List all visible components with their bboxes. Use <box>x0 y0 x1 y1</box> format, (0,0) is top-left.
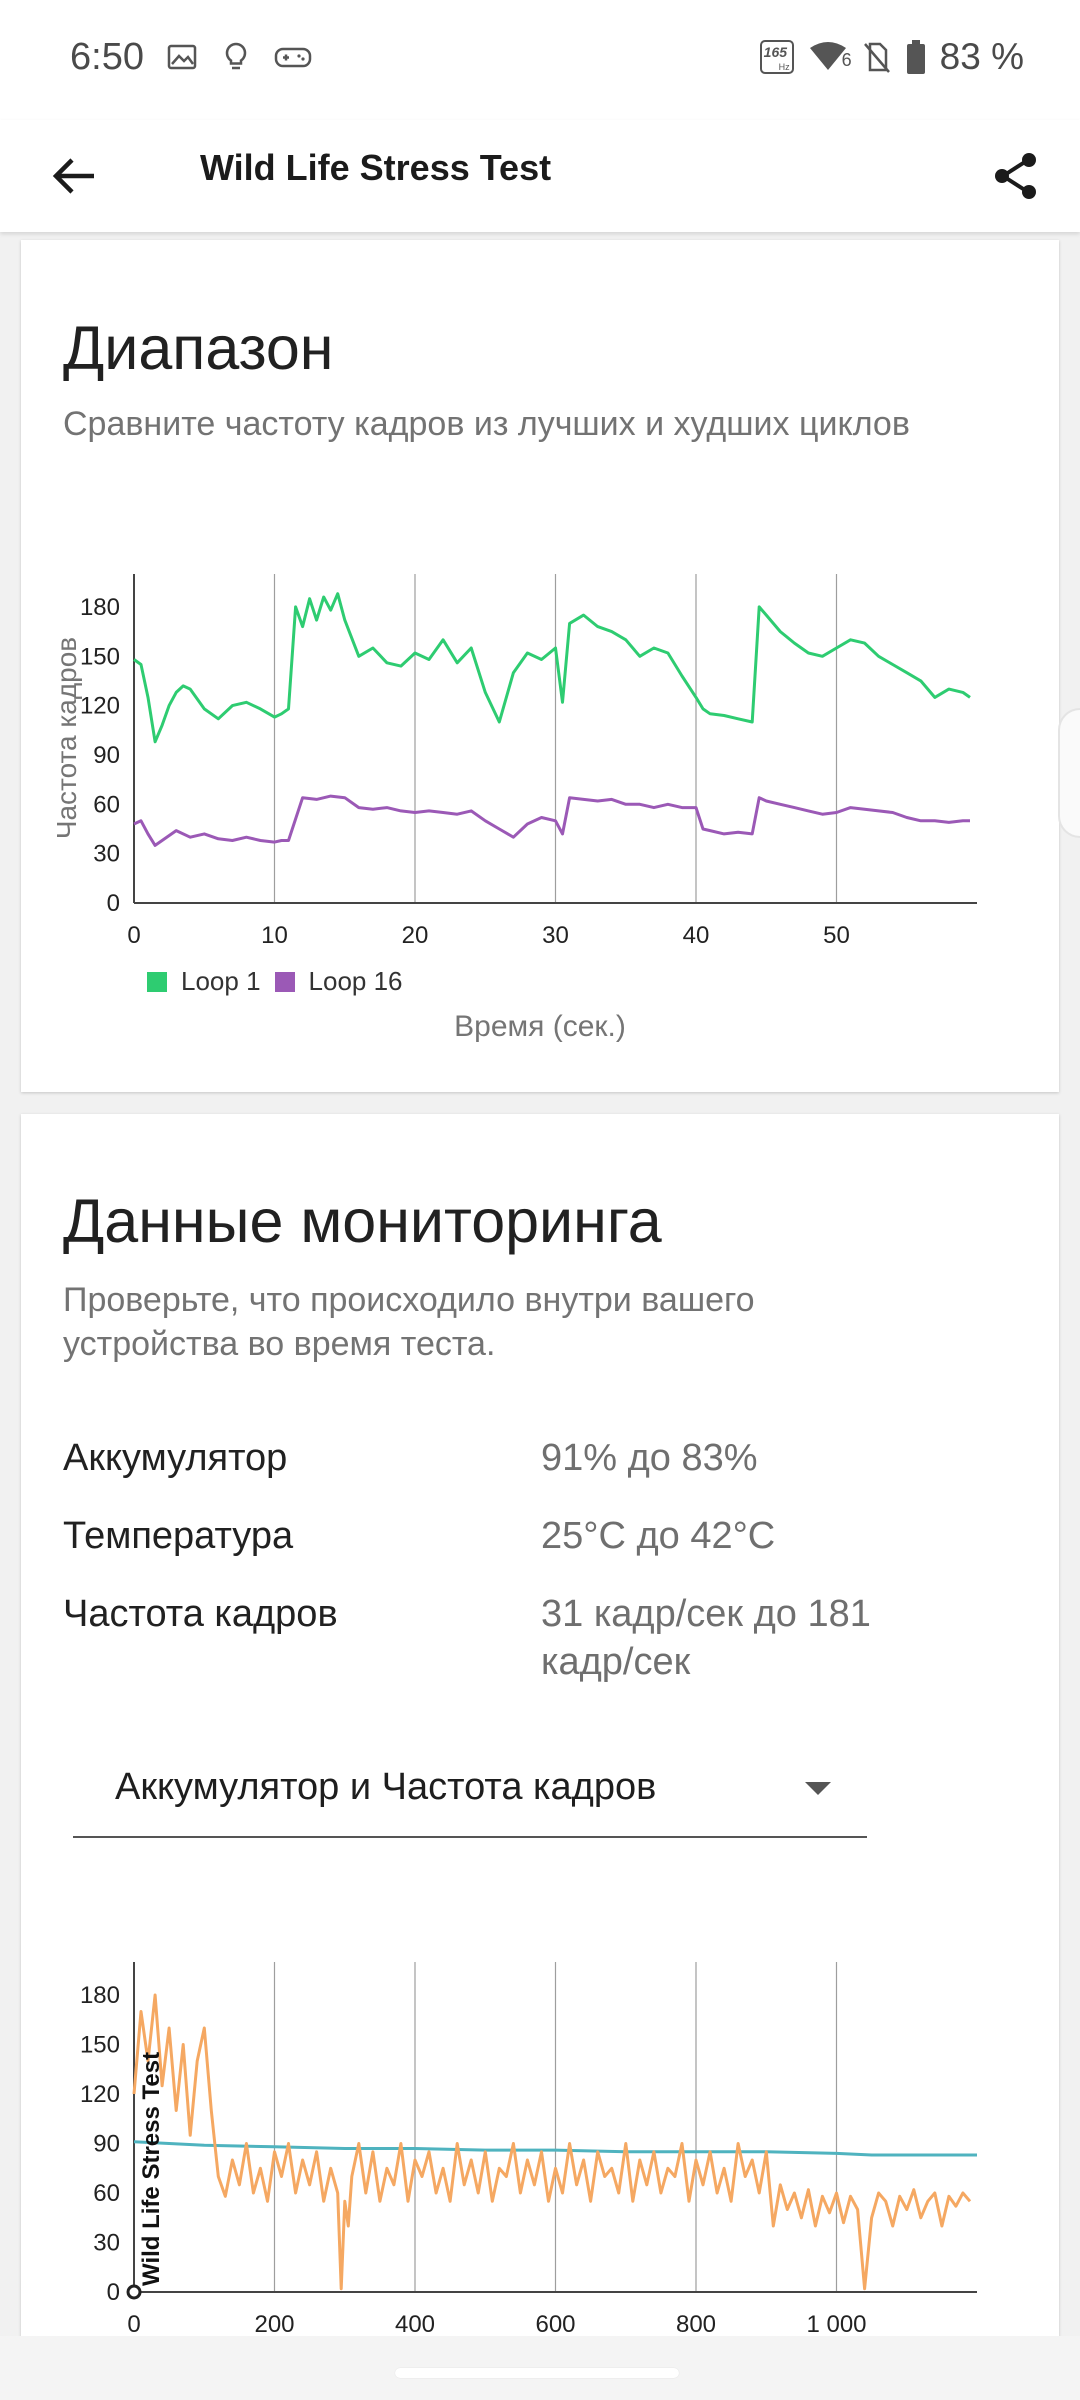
stat-label-battery: Аккумулятор <box>63 1437 288 1479</box>
home-gesture-handle[interactable] <box>395 2368 679 2378</box>
x-tick-label: 400 <box>395 2311 435 2338</box>
stat-value-framerate: 31 кадр/сек до 181 кадр/сек <box>541 1590 1011 1686</box>
stat-value-framerate-line2: кадр/сек <box>541 1641 691 1683</box>
x-tick-label: 600 <box>535 2311 575 2338</box>
back-button[interactable] <box>40 142 108 210</box>
x-tick-label: 0 <box>127 2311 140 2338</box>
series-line-2 <box>133 794 970 847</box>
wifi-icon: 6 <box>808 40 852 74</box>
status-bar: 6:50 165 Hz 6 <box>0 0 1080 120</box>
y-tick-label: 0 <box>107 890 120 917</box>
battery-percent: 83 % <box>939 36 1024 77</box>
range-y-axis-label: Частота кадров <box>51 637 82 839</box>
series-line-1 <box>133 592 971 744</box>
test-start-marker <box>126 2284 142 2300</box>
dropdown-selected-value: Аккумулятор и Частота кадров <box>115 1766 657 1808</box>
monitoring-subtitle-line2: устройства во время теста. <box>63 1325 496 1363</box>
refresh-rate-unit: Hz <box>778 62 790 72</box>
stat-value-battery: 91% до 83% <box>541 1437 758 1479</box>
legend-swatch-loop16 <box>274 971 295 992</box>
lightbulb-icon <box>225 42 247 70</box>
y-tick-label: 150 <box>80 2032 120 2059</box>
monitoring-title: Данные мониторинга <box>63 1187 662 1255</box>
x-tick-label: 200 <box>254 2311 294 2338</box>
test-annotation-label: Wild Life Stress Test <box>138 2052 165 2286</box>
y-tick-label: 180 <box>80 594 120 621</box>
arrow-left-icon <box>52 158 94 194</box>
x-tick-label: 10 <box>261 922 288 949</box>
status-notification-icons <box>165 40 313 74</box>
stat-row-temperature: Температура 25°C до 42°C <box>63 1512 1023 1560</box>
x-tick-label: 40 <box>683 922 710 949</box>
stat-value-framerate-line1: 31 кадр/сек до 181 <box>541 1593 871 1635</box>
stat-row-framerate: Частота кадров 31 кадр/сек до 181 кадр/с… <box>63 1590 1023 1686</box>
stat-label-framerate: Частота кадров <box>63 1593 338 1635</box>
share-button[interactable] <box>982 142 1050 210</box>
y-tick-label: 60 <box>93 791 120 818</box>
chart-type-dropdown[interactable]: Аккумулятор и Частота кадров <box>73 1742 867 1838</box>
image-icon <box>167 44 197 70</box>
y-tick-label: 150 <box>80 643 120 670</box>
stat-value-temperature: 25°C до 42°C <box>541 1515 776 1557</box>
y-tick-label: 180 <box>80 1982 120 2009</box>
x-tick-label: 0 <box>127 922 140 949</box>
no-sim-icon <box>863 42 890 73</box>
app-bar: Wild Life Stress Test <box>0 120 1080 232</box>
side-panel-handle[interactable] <box>1058 708 1080 838</box>
range-chart: 0 30 60 90 120 150 180 0 10 20 30 40 50 Частота кадро… <box>51 574 977 949</box>
y-tick-label: 120 <box>80 693 120 720</box>
y-tick-label: 90 <box>93 742 120 769</box>
x-tick-label: 50 <box>823 922 850 949</box>
y-tick-label: 120 <box>80 2081 120 2108</box>
range-card: Диапазон Сравните частоту кадров из лучш… <box>21 240 1059 1092</box>
x-tick-label: 1 000 <box>806 2311 866 2338</box>
stat-row-battery: Аккумулятор 91% до 83% <box>63 1434 1023 1482</box>
stat-label-temperature: Температура <box>63 1515 294 1557</box>
range-subtitle: Сравните частоту кадров из лучших и худш… <box>63 405 910 443</box>
y-tick-label: 30 <box>93 841 120 868</box>
x-tick-label: 30 <box>542 922 569 949</box>
legend-label-loop1: Loop 1 <box>181 966 261 996</box>
status-time: 6:50 <box>70 36 144 78</box>
monitoring-chart: 0 30 60 90 120 150 180 0 200 400 600 800 1 000 Wild L… <box>80 1962 977 2338</box>
page-title: Wild Life Stress Test <box>200 147 552 188</box>
battery-icon <box>906 40 925 74</box>
refresh-rate-value: 165 <box>763 44 788 60</box>
x-tick-label: 20 <box>402 922 429 949</box>
y-tick-label: 90 <box>93 2131 120 2158</box>
wifi-label: 6 <box>841 50 852 70</box>
range-x-axis-label: Время (сек.) <box>454 1010 626 1043</box>
navigation-bar <box>0 2336 1080 2400</box>
monitoring-card: Данные мониторинга Проверьте, что происх… <box>21 1114 1059 2400</box>
y-tick-label: 30 <box>93 2230 120 2257</box>
dropdown-arrow-icon <box>805 1782 831 1795</box>
series-line-2 <box>132 1993 972 2291</box>
y-tick-label: 60 <box>93 2180 120 2207</box>
range-legend: Loop 1 Loop 16 <box>147 966 417 997</box>
refresh-rate-icon: 165 Hz <box>759 40 794 74</box>
y-tick-label: 0 <box>107 2279 120 2306</box>
status-system-icons: 165 Hz 6 83 % <box>759 36 1024 78</box>
x-tick-label: 800 <box>676 2311 716 2338</box>
monitoring-subtitle-line1: Проверьте, что происходило внутри вашего <box>63 1281 755 1319</box>
gamepad-icon <box>274 47 312 68</box>
range-title: Диапазон <box>63 314 334 382</box>
legend-label-loop16: Loop 16 <box>308 966 403 996</box>
share-icon <box>995 153 1036 199</box>
legend-swatch-loop1 <box>147 971 167 992</box>
